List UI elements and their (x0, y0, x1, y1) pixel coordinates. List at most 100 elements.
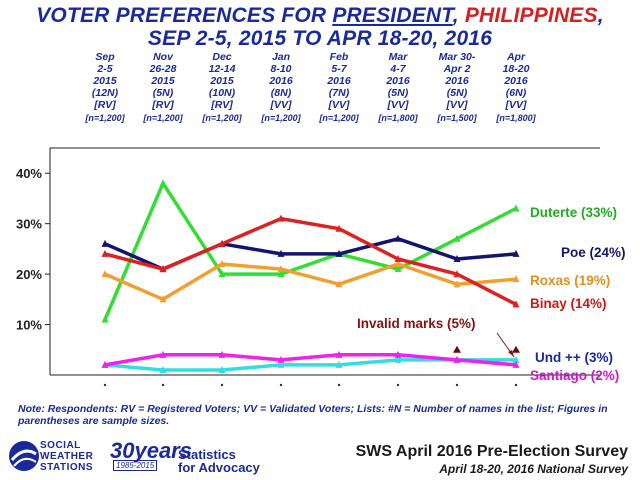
survey-header-l4: (7N) (329, 87, 350, 99)
survey-header-l5: [VV] (328, 99, 351, 111)
data-point-duterte (218, 270, 226, 278)
data-point-santiago (159, 350, 167, 358)
survey-header-l2: 2-5 (96, 63, 112, 75)
x-tick-dot (396, 383, 400, 387)
data-point-binay (218, 239, 226, 247)
series-line-roxas (103, 262, 518, 302)
survey-header-l1: Nov (153, 51, 174, 63)
data-point-und (512, 355, 520, 363)
x-tick-dot (279, 383, 283, 387)
survey-header-l6: [n=1,200] (201, 113, 242, 123)
tagline-line1: Statistics (178, 447, 236, 462)
survey-header-l4: (6N) (506, 87, 527, 99)
title-philippines: PHILIPPINES (464, 4, 598, 27)
data-point-santiago (453, 355, 461, 363)
survey-header-l4: (12N) (92, 87, 119, 99)
survey-header-l5: [VV] (387, 99, 410, 111)
survey-header-l6: [n=1,200] (318, 113, 359, 123)
survey-header-l3: 2016 (268, 75, 293, 87)
invalid-marks-point (453, 345, 461, 353)
data-point-roxas (277, 265, 285, 273)
survey-header-l5: [RV] (151, 99, 174, 111)
years-range: 1985-2015 (113, 460, 158, 471)
y-tick-label: 10% (16, 318, 42, 333)
logo-line1: SOCIAL (40, 440, 81, 451)
chart-title-line1: VOTER PREFERENCES FOR PRESIDENT, PHILIPP… (0, 4, 640, 28)
logo-line2: WEATHER (40, 451, 94, 462)
survey-header-l4: (8N) (271, 87, 292, 99)
data-point-duterte (277, 270, 285, 278)
data-point-duterte (101, 315, 109, 323)
survey-header-l3: 2015 (150, 75, 175, 87)
survey-header-l2: 4-7 (389, 63, 406, 75)
survey-header-l6: [n=1,200] (142, 113, 183, 123)
survey-header-l2: 8-10 (270, 63, 291, 75)
data-point-binay (394, 254, 402, 262)
data-point-roxas (101, 270, 109, 278)
data-point-und (277, 360, 285, 368)
series-line-duterte (103, 181, 518, 322)
data-point-binay (512, 300, 520, 308)
data-point-poe (101, 239, 109, 247)
data-point-santiago (394, 350, 402, 358)
tagline-line2: for Advocacy (178, 460, 260, 475)
legend-layer: Duterte (33%) Poe (24%) Roxas (19%) Binay (… (357, 205, 626, 383)
survey-header-l1: Dec (212, 51, 231, 63)
legend-label-binay: Binay (14%) (530, 296, 607, 311)
survey-header-l2: 5-7 (331, 63, 347, 75)
data-point-roxas (335, 280, 343, 288)
legend-label-roxas: Roxas (19%) (530, 273, 610, 288)
survey-header-l3: 2016 (385, 75, 410, 87)
survey-header-l4: (5N) (447, 87, 468, 99)
title-president: PRESIDENT (332, 4, 453, 27)
data-point-und (335, 360, 343, 368)
x-tick-dot (220, 383, 224, 387)
survey-header-l3: 2015 (209, 75, 234, 87)
survey-title: SWS April 2016 Pre-Election Survey (355, 443, 628, 460)
data-point-duterte (512, 204, 520, 212)
data-point-binay (159, 265, 167, 273)
survey-header-l3: 2016 (326, 75, 351, 87)
data-point-und (394, 355, 402, 363)
survey-header-l6: [n=1,200] (260, 113, 301, 123)
survey-header-l2: 12-14 (209, 63, 236, 75)
survey-header-l5: [RV] (210, 99, 233, 111)
survey-header-l3: 2016 (444, 75, 469, 87)
data-point-duterte (394, 265, 402, 273)
x-tick-dot (161, 383, 165, 387)
survey-header-l2: 26-28 (149, 63, 177, 75)
survey-header-l5: [VV] (270, 99, 293, 111)
data-point-binay (335, 224, 343, 232)
data-point-binay (101, 249, 109, 257)
y-tick-label: 40% (16, 166, 42, 181)
legend-label-invalid-marks: Invalid marks (5%) (357, 316, 476, 331)
data-point-roxas (453, 280, 461, 288)
survey-header-l6: [n=1,800] (495, 113, 536, 123)
data-point-roxas (159, 295, 167, 303)
y-tick-label: 20% (16, 267, 42, 282)
invalid-marks-arrowhead (508, 350, 514, 357)
survey-header-l3: 2016 (503, 75, 528, 87)
series-line-santiago (103, 353, 518, 367)
chart-axes: 10% 20% 30% 40% (16, 147, 600, 387)
data-point-santiago (512, 360, 520, 368)
survey-header-l3: 2015 (92, 75, 117, 87)
survey-header-l1: Jan (272, 51, 290, 63)
legend-label-duterte: Duterte (33%) (530, 205, 617, 220)
chart-svg: Sep2-52015(12N)[RV][n=1,200]Nov26-282015… (16, 51, 626, 387)
survey-header-l1: Mar (389, 51, 409, 63)
data-point-santiago (277, 355, 285, 363)
survey-header-l2: 18-20 (503, 63, 530, 75)
survey-header-l5: [VV] (446, 99, 469, 111)
survey-header-l1: Sep (95, 51, 115, 63)
survey-header-l6: [n=1,200] (84, 113, 125, 123)
data-point-binay (277, 214, 285, 222)
x-tick-dot (455, 383, 459, 387)
x-tick-dot (337, 383, 341, 387)
y-tick-label: 30% (16, 217, 42, 232)
title-comma: , (597, 4, 604, 27)
survey-header-l5: [VV] (505, 99, 528, 111)
x-tick-dot (514, 383, 518, 387)
logo-line3: STATIONS (40, 462, 94, 473)
